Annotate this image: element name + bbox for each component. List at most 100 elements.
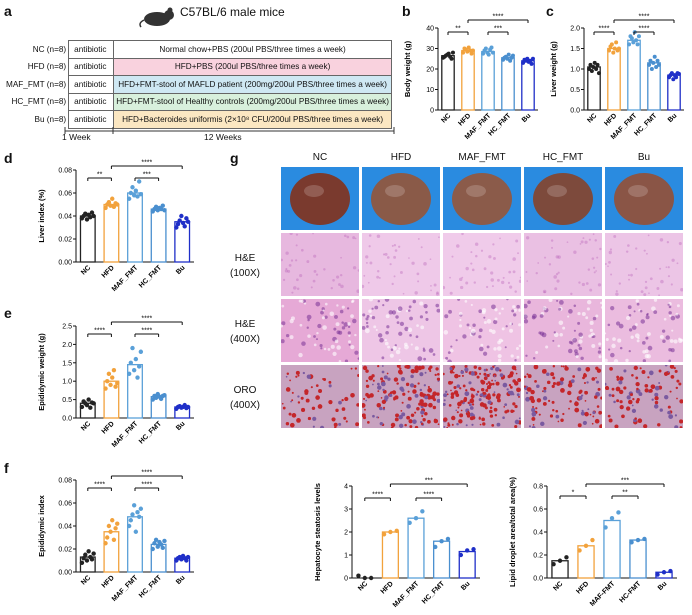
data-point <box>108 382 113 388</box>
micro-column-header: MAF_FMT <box>458 152 506 163</box>
data-point <box>136 514 142 519</box>
micrograph-he1 <box>605 233 683 296</box>
x-tick-label: NC <box>80 420 92 432</box>
y-tick-label: 0.08 <box>58 168 72 175</box>
micro-column-header: HFD <box>390 152 412 163</box>
treatment: HFD+Bacteroides uniformis (2×10⁸ CFU/200… <box>113 110 392 129</box>
data-point <box>445 536 451 542</box>
data-point <box>81 556 86 561</box>
data-point <box>179 213 184 219</box>
data-point <box>105 535 110 540</box>
data-point <box>138 349 144 354</box>
data-point <box>153 395 159 400</box>
data-point <box>407 520 412 525</box>
x-tick-label: Bu <box>175 264 187 276</box>
data-point <box>636 34 641 39</box>
data-point <box>88 405 93 410</box>
data-point <box>627 42 632 47</box>
data-point <box>128 190 134 196</box>
data-point <box>111 367 117 373</box>
data-point <box>111 537 117 542</box>
panel-label-d: d <box>4 150 13 166</box>
data-point <box>162 538 167 544</box>
data-point <box>133 529 139 534</box>
data-point <box>150 397 155 402</box>
data-point <box>592 60 597 65</box>
data-point <box>126 371 132 377</box>
bar <box>481 50 495 111</box>
y-tick-label: 0.4 <box>533 530 543 537</box>
significance-label: **** <box>141 470 152 477</box>
bar <box>79 215 96 263</box>
data-point <box>647 62 652 67</box>
y-tick-label: 4 <box>344 484 348 491</box>
bar <box>461 49 475 111</box>
data-point <box>88 214 93 220</box>
micrograph-liver <box>443 167 521 230</box>
bar <box>150 543 167 573</box>
data-point <box>508 58 513 63</box>
data-point <box>89 557 95 562</box>
data-point <box>668 568 673 574</box>
bar <box>607 47 621 111</box>
data-point <box>557 558 563 563</box>
data-point <box>153 537 159 542</box>
data-point <box>674 75 679 80</box>
group-name: Bu (n=8) <box>34 114 67 124</box>
data-point <box>631 40 636 45</box>
x-tick-label: HFD <box>603 112 618 127</box>
panel-label-c: c <box>546 3 554 19</box>
significance-label: *** <box>494 26 502 33</box>
data-point <box>103 386 108 391</box>
data-point <box>131 367 137 373</box>
design-row: HC_FMT (n=8) antibiotic HFD+FMT-stool of H… <box>4 92 392 111</box>
significance-label: **** <box>639 26 650 33</box>
bar <box>103 380 120 419</box>
x-tick-label: HFD <box>101 264 116 279</box>
significance-label: * <box>572 490 575 497</box>
x-tick-label: NC <box>80 264 92 276</box>
group-name: HC_FMT (n=8) <box>11 97 67 107</box>
significance-label: ** <box>455 26 461 33</box>
data-point <box>115 380 120 386</box>
data-point <box>135 375 140 380</box>
significance-label: **** <box>423 492 434 499</box>
design-table: NC (n=8) antibiotic Normal chow+PBS (200ul… <box>4 40 392 129</box>
micrograph-he4 <box>362 299 440 362</box>
y-tick-label: 0.06 <box>58 501 72 508</box>
data-point <box>86 549 91 554</box>
y-tick-label: 40 <box>426 26 434 33</box>
x-tick-label: HFD <box>575 580 590 595</box>
y-tick-label: 0.5 <box>570 87 580 94</box>
timeline <box>64 127 395 134</box>
significance-label: *** <box>425 478 433 485</box>
data-point <box>594 67 599 71</box>
data-point <box>362 575 367 581</box>
data-point <box>587 67 592 71</box>
y-tick-label: 0 <box>430 108 434 115</box>
pretreatment: antibiotic <box>68 40 114 59</box>
data-point <box>126 523 132 529</box>
treatment: HFD+FMT-stool of MAFLD patient (200mg/20… <box>113 75 392 94</box>
y-axis-label: Lipid droplet area/total area(%) <box>508 476 517 587</box>
bar <box>381 531 399 579</box>
x-tick-label: NC <box>357 580 369 592</box>
design-row: NC (n=8) antibiotic Normal chow+PBS (200ul… <box>4 40 392 59</box>
data-point <box>596 71 601 76</box>
data-point <box>175 221 181 227</box>
data-point <box>115 521 120 526</box>
y-tick-label: 10 <box>426 87 434 94</box>
week12-label: 12 Weeks <box>204 132 242 142</box>
data-point <box>91 401 96 406</box>
y-tick-label: 0.0 <box>62 416 72 423</box>
micrograph-he1 <box>443 233 521 296</box>
x-tick-label: HC_FMT <box>633 112 659 138</box>
significance-label: ** <box>622 490 628 497</box>
y-tick-label: 1.0 <box>570 67 580 74</box>
data-point <box>131 193 137 198</box>
data-point <box>394 528 399 534</box>
data-point <box>185 404 191 410</box>
x-tick-label: HFD <box>101 420 116 435</box>
significance-label: **** <box>639 14 650 21</box>
data-point <box>388 529 393 535</box>
